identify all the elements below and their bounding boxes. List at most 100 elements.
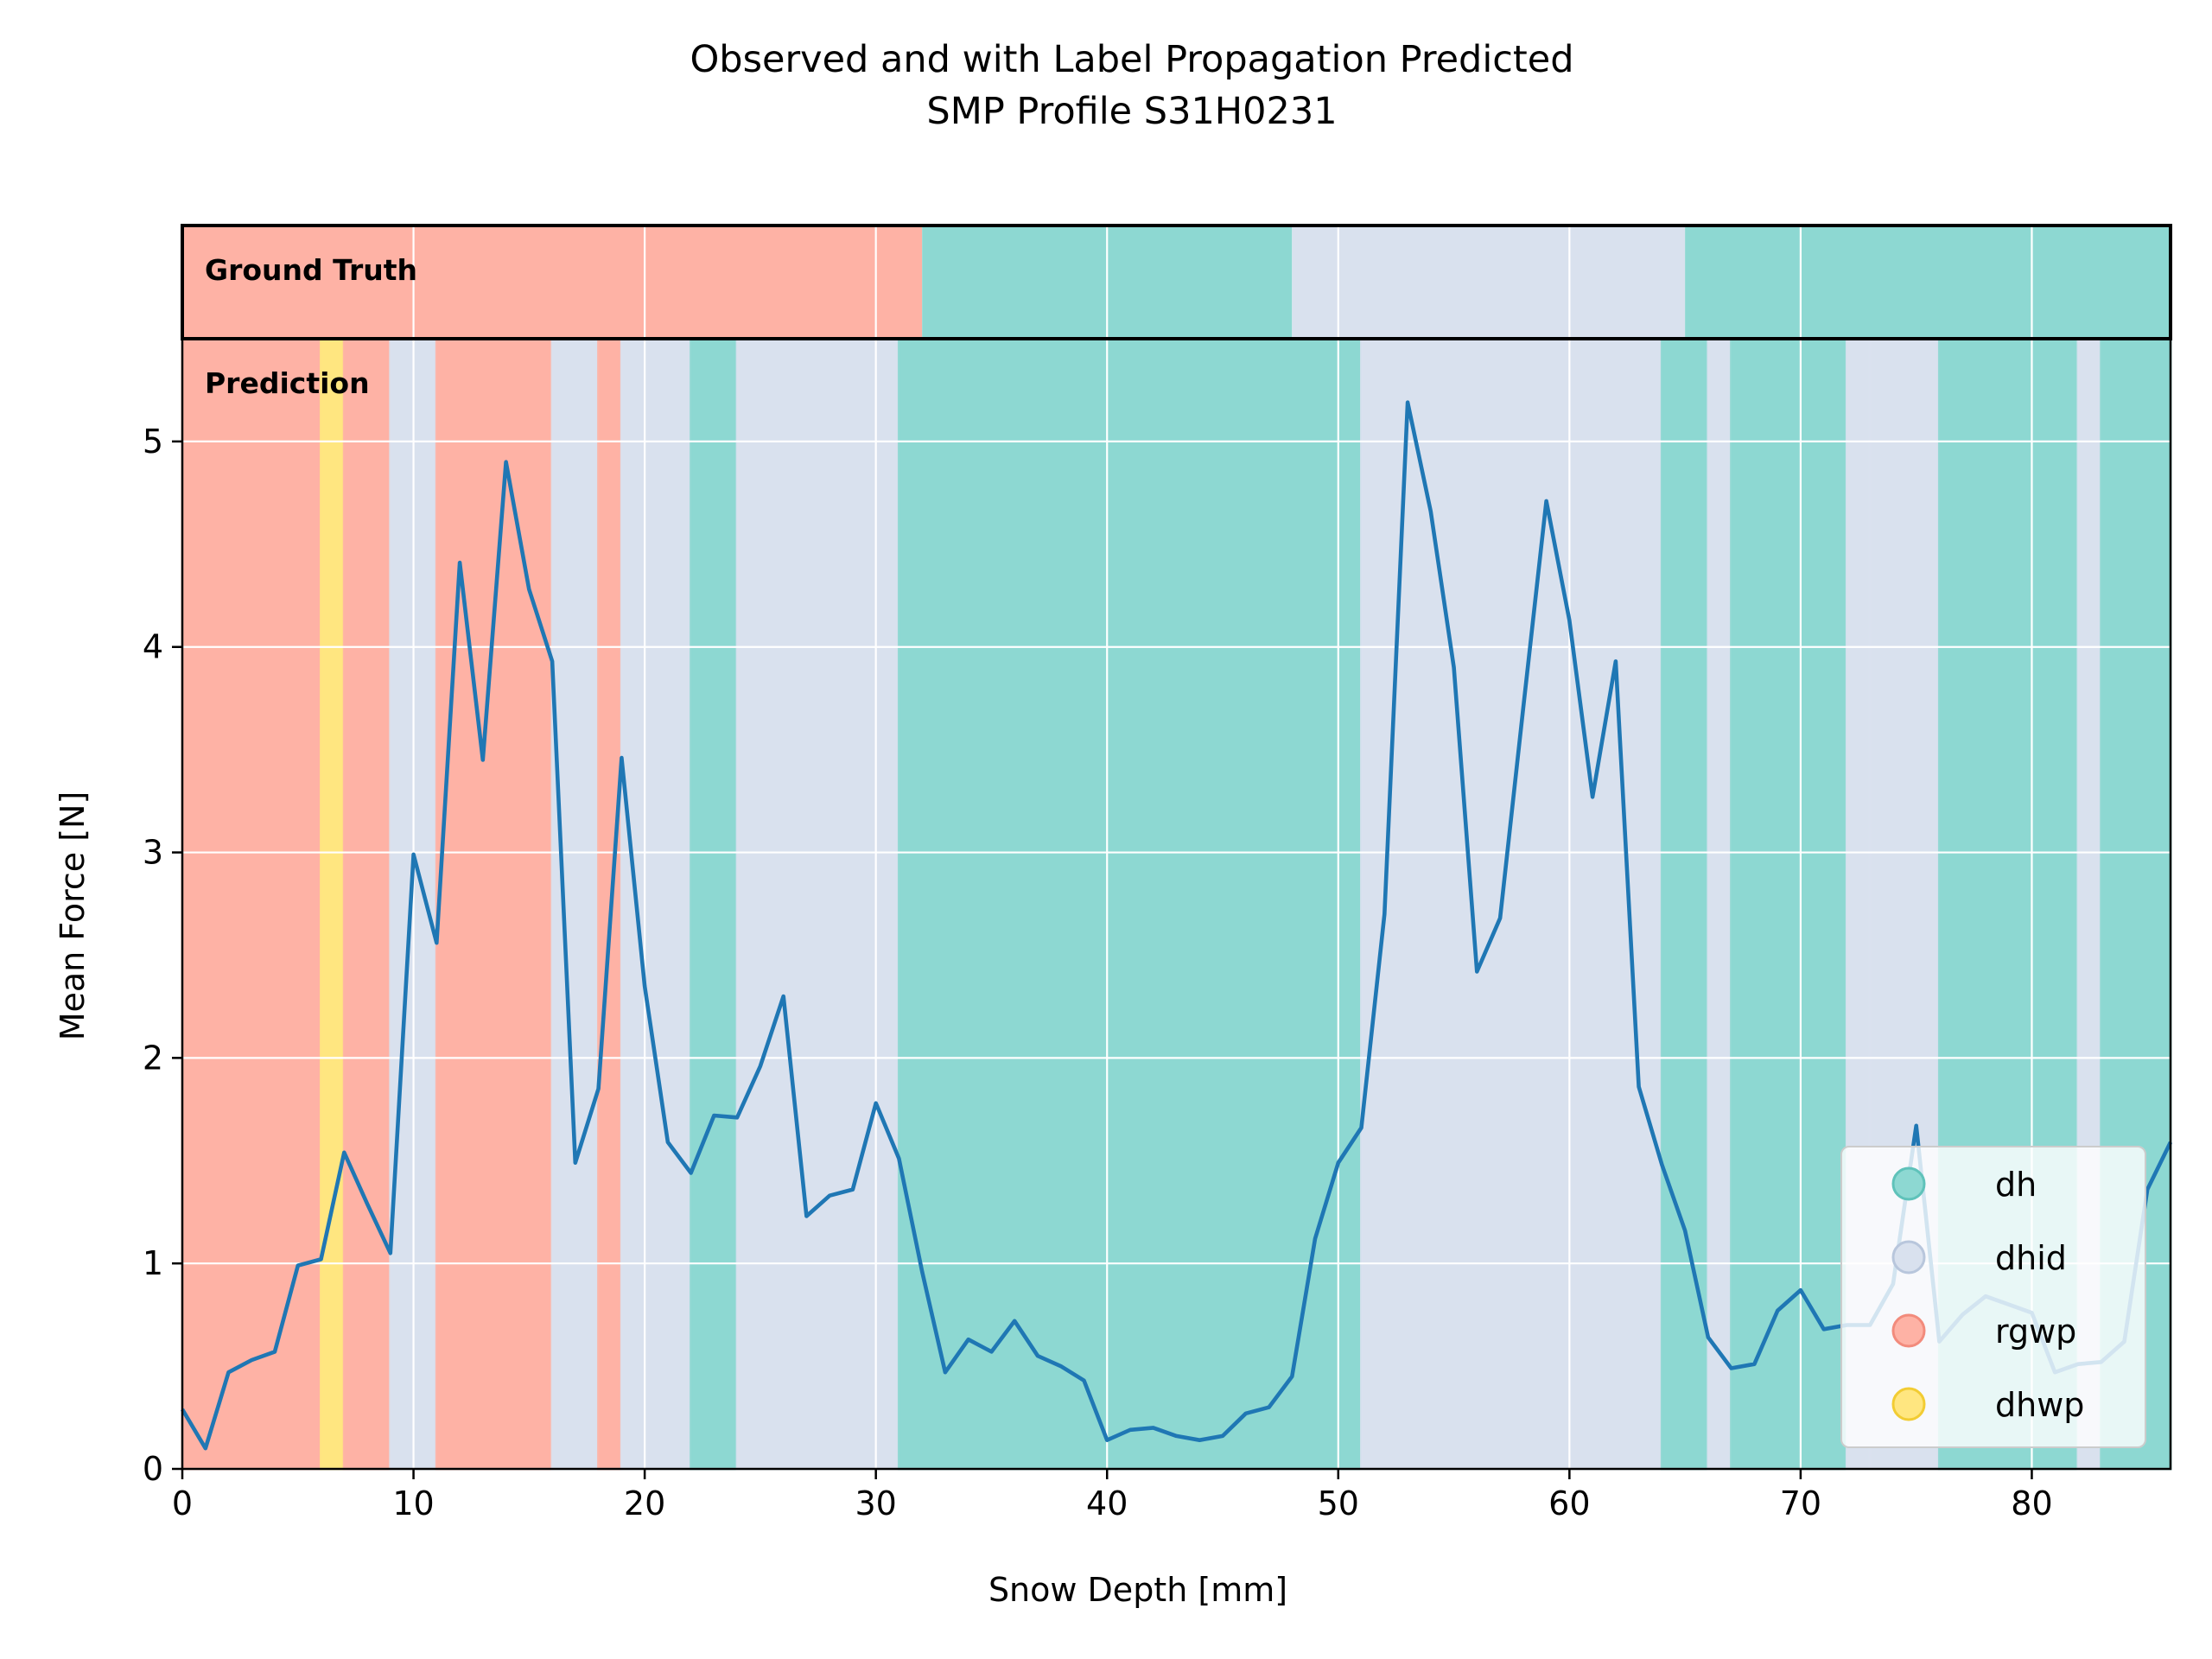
data-point — [667, 1141, 668, 1142]
data-point — [737, 1117, 738, 1118]
data-point — [1707, 1337, 1708, 1338]
data-point — [598, 1089, 599, 1090]
data-point — [436, 943, 437, 944]
data-point — [1453, 667, 1454, 668]
data-point — [344, 1152, 345, 1153]
data-point — [251, 1359, 252, 1360]
data-point — [1477, 971, 1478, 972]
x-tick-label: 0 — [172, 1484, 193, 1522]
data-point — [1430, 511, 1431, 512]
data-point — [2147, 1189, 2148, 1190]
y-tick-label: 0 — [143, 1450, 163, 1488]
legend-label: dh — [1995, 1166, 2037, 1204]
data-point — [1754, 1363, 1755, 1364]
data-point — [205, 1448, 206, 1449]
data-point — [529, 589, 530, 590]
data-point — [1823, 1329, 1824, 1330]
data-point — [944, 1372, 945, 1373]
x-tick-label: 40 — [1086, 1484, 1128, 1522]
x-axis-label: Snow Depth [mm] — [988, 1571, 1287, 1609]
x-tick-label: 80 — [2011, 1484, 2052, 1522]
data-point — [1685, 1230, 1686, 1231]
series-layer — [181, 400, 2173, 1451]
data-point — [1731, 1368, 1732, 1369]
legend: dh dhid rgwp dhwp — [1840, 1146, 2146, 1448]
y-tick-label: 5 — [143, 423, 163, 461]
data-point — [806, 1216, 807, 1217]
ground-truth-segment-dh — [1685, 226, 2171, 339]
x-tick-label: 30 — [855, 1484, 896, 1522]
prediction-segment-rgwp — [435, 337, 554, 1471]
legend-item-dhwp: dhwp — [1891, 1386, 2084, 1424]
ground-truth-band — [182, 226, 2171, 339]
prediction-segment-rgwp — [342, 337, 392, 1471]
axes-frame — [181, 337, 2172, 1471]
x-axis: 0 10 20 30 40 50 60 70 80 — [172, 1469, 2053, 1522]
ground-truth-segment-dhid — [1292, 226, 1686, 339]
prediction-segment-dhid — [1707, 337, 1733, 1471]
legend-label: rgwp — [1995, 1313, 2076, 1351]
legend-item-dhid: dhid — [1891, 1239, 2067, 1277]
data-point — [1800, 1290, 1801, 1291]
data-point — [228, 1372, 229, 1373]
prediction-segment-dh — [690, 337, 739, 1471]
data-point — [1014, 1320, 1015, 1321]
data-point — [505, 461, 506, 462]
data-point — [991, 1351, 992, 1352]
y-axis: 0 1 2 3 4 5 — [143, 423, 182, 1488]
data-point — [1037, 1356, 1038, 1357]
x-tick-label: 70 — [1780, 1484, 1821, 1522]
prediction-segment-dhid — [735, 337, 900, 1471]
y-tick-label: 2 — [143, 1039, 163, 1077]
ground-truth-label: Ground Truth — [205, 253, 417, 287]
prediction-segment-rgwp — [181, 337, 323, 1471]
data-point — [1223, 1435, 1224, 1436]
prediction-label: Prediction — [205, 366, 370, 400]
data-point — [1592, 797, 1593, 798]
data-point — [1615, 661, 1616, 662]
prediction-segment-dh — [1660, 337, 1710, 1471]
prediction-segment-dhid — [620, 337, 693, 1471]
data-point — [714, 1115, 715, 1116]
data-point — [922, 1271, 923, 1272]
data-point — [413, 854, 414, 855]
prediction-segment-dhwp — [320, 337, 346, 1471]
data-point — [1315, 1238, 1316, 1239]
data-point — [1546, 500, 1547, 501]
chart-title-line-1: Observed and with Label Propagation Pred… — [690, 38, 1573, 81]
legend-marker — [1891, 1387, 1926, 1421]
prediction-segment-dhid — [1360, 337, 1663, 1471]
legend-label: dhwp — [1995, 1386, 2084, 1424]
data-point — [1153, 1427, 1154, 1428]
legend-box — [1840, 1146, 2146, 1448]
data-point — [1176, 1435, 1177, 1436]
data-point — [968, 1339, 969, 1340]
plot-frame — [181, 224, 2172, 1471]
legend-item-rgwp: rgwp — [1891, 1313, 2076, 1351]
chart-title: Observed and with Label Propagation Pred… — [690, 38, 1573, 133]
data-point — [1245, 1413, 1246, 1414]
x-tick-label: 10 — [392, 1484, 434, 1522]
data-point — [621, 758, 622, 759]
legend-item-dh: dh — [1891, 1166, 2037, 1204]
x-tick-label: 60 — [1548, 1484, 1590, 1522]
data-point — [367, 1204, 368, 1205]
prediction-segment-dhid — [550, 337, 601, 1471]
chart-title-line-2: SMP Profile S31H0231 — [926, 90, 1337, 133]
data-point — [1060, 1366, 1061, 1367]
data-point — [1777, 1310, 1778, 1311]
data-point — [1384, 913, 1385, 914]
data-point — [852, 1189, 853, 1190]
legend-label: dhid — [1995, 1239, 2067, 1277]
data-point — [275, 1351, 276, 1352]
x-tick-label: 20 — [624, 1484, 665, 1522]
data-point — [1638, 1086, 1639, 1087]
ground-truth-segment-rgwp — [182, 226, 923, 339]
legend-marker — [1891, 1240, 1926, 1274]
y-tick-label: 4 — [143, 628, 163, 666]
data-point — [390, 1253, 391, 1254]
legend-marker — [1891, 1166, 1926, 1201]
data-point — [552, 661, 553, 662]
legend-marker — [1891, 1313, 1926, 1348]
